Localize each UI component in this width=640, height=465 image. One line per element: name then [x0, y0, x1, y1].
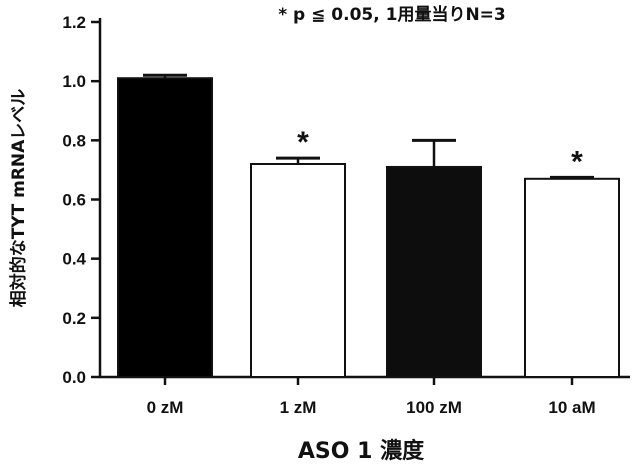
y-tick-label: 0.8: [62, 131, 86, 150]
significance-marker: *: [571, 145, 583, 178]
bar-1-zm: [251, 164, 345, 377]
bar-0-zm: [118, 78, 212, 377]
plot-area: 0.0 0.2 0.4 0.6 0.8 1.0 1.2 0 zM 1 zM * 100 zM 10 a…: [62, 13, 630, 417]
y-tick-label: 0.4: [62, 250, 86, 269]
significance-marker: *: [297, 126, 309, 159]
bar-10-am: [525, 179, 619, 377]
y-tick-label: 0.2: [62, 309, 86, 328]
y-tick-label: 0.6: [62, 191, 86, 210]
x-tick-label: 100 zM: [406, 398, 462, 417]
y-tick-label: 1.2: [62, 13, 86, 32]
x-tick-label: 10 aM: [548, 398, 595, 417]
y-axis-title: 相対的なTYT mRNAレベル: [8, 89, 29, 308]
bar-100-zm: [387, 167, 481, 377]
x-tick-label: 0 zM: [147, 398, 184, 417]
y-tick-label: 0.0: [62, 368, 86, 387]
x-axis-title: ASO 1 濃度: [298, 438, 425, 464]
y-tick-label: 1.0: [62, 72, 86, 91]
chart-annotation: * p ≦ 0.05, 1用量当りN=3: [278, 4, 506, 25]
x-tick-label: 1 zM: [280, 398, 317, 417]
